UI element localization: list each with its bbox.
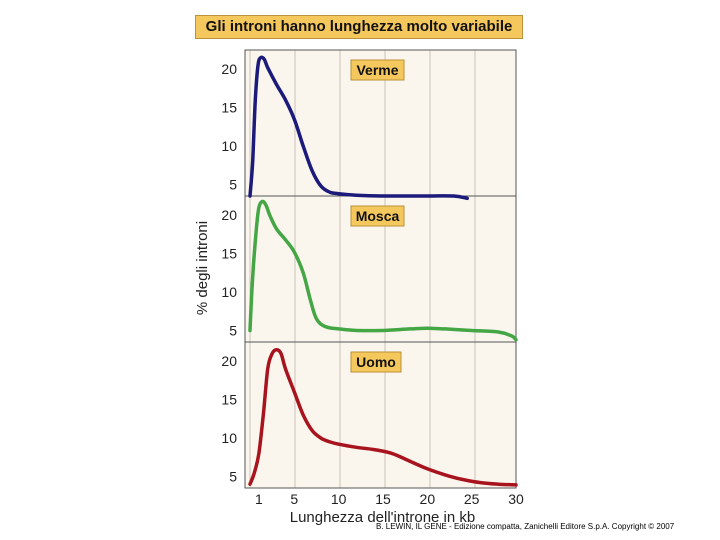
- series-line-mosca: [248, 199, 518, 342]
- panel-label-box: [350, 59, 405, 81]
- panel-border-3: [244, 341, 517, 489]
- y-tick-label: 20: [221, 61, 237, 77]
- y-tick-label: 5: [229, 322, 237, 338]
- y-tick-label: 10: [221, 138, 237, 154]
- x-axis-label: Lunghezza dell'introne in kb: [290, 509, 476, 526]
- x-tick-label: 20: [420, 491, 436, 507]
- x-tick-label: 10: [331, 491, 347, 507]
- panel-label: Mosca: [356, 208, 400, 224]
- x-tick-label: 5: [290, 491, 298, 507]
- copyright-credit: B. LEWIN, IL GENE - Edizione compatta, Z…: [376, 522, 675, 531]
- x-tick-label: 1: [255, 491, 263, 507]
- x-tick-label: 25: [464, 491, 480, 507]
- y-tick-label: 15: [221, 392, 237, 408]
- y-tick-label: 5: [229, 176, 237, 192]
- chart-title: Gli introni hanno lunghezza molto variab…: [195, 15, 523, 39]
- panel-label: Uomo: [356, 354, 396, 370]
- y-axis-label: % degli introni: [194, 221, 211, 315]
- y-tick-label: 15: [221, 246, 237, 262]
- series-line-verme: [248, 55, 469, 201]
- x-tick-label: 15: [375, 491, 391, 507]
- panel-label-box: [350, 351, 402, 373]
- y-tick-label: 20: [221, 207, 237, 223]
- panel-label-box: [350, 205, 405, 227]
- y-tick-label: 10: [221, 430, 237, 446]
- x-tick-label: 30: [508, 491, 524, 507]
- panel-label: Verme: [356, 62, 398, 78]
- y-tick-label: 10: [221, 284, 237, 300]
- y-tick-label: 20: [221, 353, 237, 369]
- y-tick-label: 15: [221, 100, 237, 116]
- series-line-uomo: [248, 347, 518, 487]
- y-tick-label: 5: [229, 468, 237, 484]
